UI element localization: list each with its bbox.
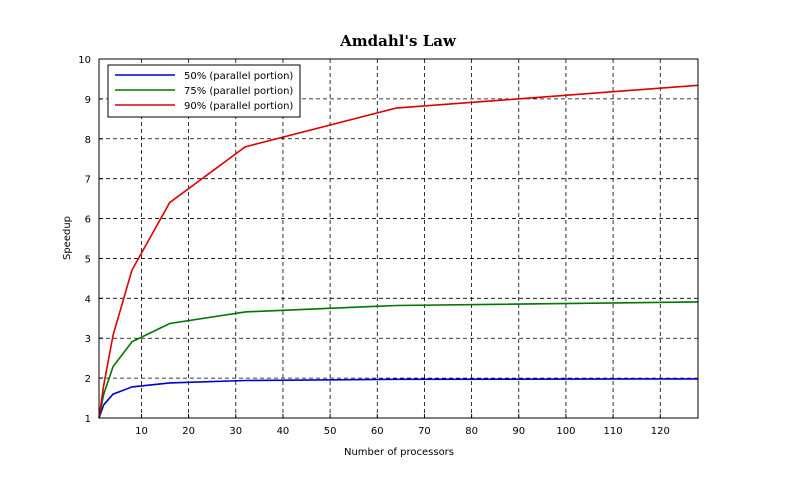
x-axis-label: Number of processors: [344, 447, 454, 458]
series-layer: [98, 84, 699, 419]
x-tick-label: 30: [229, 426, 242, 437]
legend-box: [107, 64, 301, 118]
x-tick-label: 50: [324, 426, 337, 437]
chart-title: Amdahl's Law: [339, 32, 457, 50]
y-axis-label: Speedup: [62, 216, 73, 260]
legend-label-2: 75% (parallel portion): [184, 86, 293, 97]
legend-label-3: 90% (parallel portion): [184, 101, 293, 112]
x-tick-label: 70: [418, 426, 431, 437]
x-tick-label: 100: [556, 426, 575, 437]
series-line-1: [98, 378, 699, 419]
x-tick-label: 10: [135, 426, 148, 437]
y-tick-label: 10: [78, 55, 91, 66]
y-tick-label: 4: [85, 294, 91, 305]
x-tick-label: 80: [465, 426, 478, 437]
x-tick-label: 120: [651, 426, 670, 437]
y-tick-label: 7: [85, 175, 91, 186]
grid-layer: [99, 59, 698, 418]
y-tick-label: 9: [85, 95, 91, 106]
tick-layer: 10 20 30 40 50 60 70 80 90 100 110 120 1 2 3 4 5 6 7 8 9 10: [78, 55, 670, 437]
series-line-3: [98, 84, 699, 419]
y-tick-label: 8: [85, 135, 91, 146]
x-tick-label: 110: [604, 426, 623, 437]
y-tick-label: 3: [85, 334, 91, 345]
y-tick-label: 6: [85, 215, 91, 226]
x-tick-label: 90: [512, 426, 525, 437]
legend-label-1: 50% (parallel portion): [184, 71, 293, 82]
x-tick-label: 40: [277, 426, 290, 437]
x-tick-label: 60: [371, 426, 384, 437]
y-tick-label: 1: [85, 414, 91, 425]
plot-frame: [98, 58, 699, 419]
legend: 50% (parallel portion) 75% (parallel port…: [107, 64, 301, 118]
series-line-2: [98, 301, 699, 419]
y-tick-label: 5: [85, 254, 91, 265]
x-tick-label: 20: [182, 426, 195, 437]
y-tick-label: 2: [85, 374, 91, 385]
